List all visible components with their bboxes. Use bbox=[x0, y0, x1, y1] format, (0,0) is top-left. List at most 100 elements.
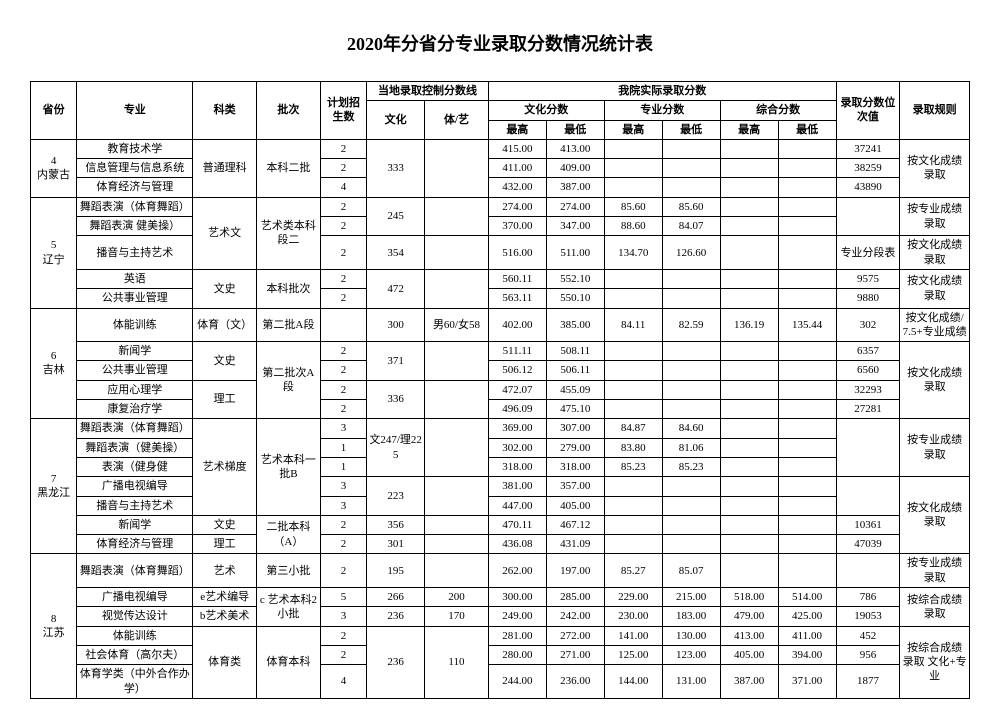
table-header: 省份 专业 科类 批次 计划招生数 当地录取控制分数线 我院实际录取分数 录取分… bbox=[31, 82, 970, 140]
table-cell: 舞蹈表演（体育舞蹈） bbox=[77, 419, 193, 438]
col-composite-score: 综合分数 bbox=[720, 101, 836, 120]
table-cell bbox=[425, 535, 489, 554]
table-cell: 理工 bbox=[193, 380, 257, 419]
table-cell: 126.60 bbox=[662, 236, 720, 270]
table-cell: 236.00 bbox=[546, 665, 604, 699]
table-row: 5辽宁舞蹈表演（体育舞蹈）艺术文艺术类本科段二2245274.00274.008… bbox=[31, 197, 970, 216]
table-cell: 43890 bbox=[836, 178, 900, 197]
table-cell bbox=[720, 477, 778, 496]
table-cell: 183.00 bbox=[662, 607, 720, 626]
table-cell bbox=[662, 380, 720, 399]
table-cell bbox=[425, 380, 489, 419]
table-cell: 按专业成绩录取 bbox=[900, 419, 970, 477]
table-row: 8江苏舞蹈表演（体育舞蹈）艺术第三小批2195262.00197.0085.27… bbox=[31, 554, 970, 588]
table-cell: 472 bbox=[367, 269, 425, 308]
table-cell: 470.11 bbox=[488, 515, 546, 534]
table-cell: 2 bbox=[320, 269, 366, 288]
table-cell bbox=[778, 419, 836, 438]
table-cell: 136.19 bbox=[720, 308, 778, 342]
table-cell bbox=[425, 477, 489, 516]
table-cell: 本科批次 bbox=[257, 269, 321, 308]
table-cell bbox=[778, 289, 836, 308]
table-cell: 550.10 bbox=[546, 289, 604, 308]
table-cell: 84.11 bbox=[604, 308, 662, 342]
table-cell: 84.87 bbox=[604, 419, 662, 438]
table-cell: 英语 bbox=[77, 269, 193, 288]
table-cell: 956 bbox=[836, 645, 900, 664]
col-low: 最低 bbox=[778, 120, 836, 139]
table-cell: 281.00 bbox=[488, 626, 546, 645]
table-cell: c 艺术本科2小批 bbox=[257, 588, 321, 627]
table-cell: 135.44 bbox=[778, 308, 836, 342]
col-culture: 文化 bbox=[367, 101, 425, 140]
table-cell: 402.00 bbox=[488, 308, 546, 342]
table-cell bbox=[720, 361, 778, 380]
table-cell: 艺术文 bbox=[193, 197, 257, 269]
table-cell: 4 bbox=[320, 178, 366, 197]
table-cell: 83.80 bbox=[604, 438, 662, 457]
table-cell: 370.00 bbox=[488, 217, 546, 236]
table-cell: 511.00 bbox=[546, 236, 604, 270]
table-row: 新闻学文史第二批次A段2371511.11508.116357按文化成绩录取 bbox=[31, 342, 970, 361]
table-cell: 体育（文） bbox=[193, 308, 257, 342]
table-row: 视觉传达设计b艺术美术3236170249.00242.00230.00183.… bbox=[31, 607, 970, 626]
table-cell: 按综合成绩录取 文化+专业 bbox=[900, 626, 970, 698]
table-cell: 405.00 bbox=[720, 645, 778, 664]
table-cell bbox=[778, 159, 836, 178]
col-our-score: 我院实际录取分数 bbox=[488, 82, 836, 101]
table-cell: 8江苏 bbox=[31, 554, 77, 698]
table-cell: 理工 bbox=[193, 535, 257, 554]
table-cell: 2 bbox=[320, 380, 366, 399]
table-cell bbox=[720, 342, 778, 361]
table-cell bbox=[425, 419, 489, 477]
table-row: 4内蒙古教育技术学普通理科本科二批2333415.00413.0037241按文… bbox=[31, 139, 970, 158]
table-cell: 播音与主持艺术 bbox=[77, 496, 193, 515]
table-cell: 9575 bbox=[836, 269, 900, 288]
table-cell bbox=[662, 139, 720, 158]
table-cell: 体育学类（中外合作办学） bbox=[77, 665, 193, 699]
table-cell: 6吉林 bbox=[31, 308, 77, 419]
page-title: 2020年分省分专业录取分数情况统计表 bbox=[30, 30, 970, 56]
table-cell: 2 bbox=[320, 159, 366, 178]
col-rank: 录取分数位次值 bbox=[836, 82, 900, 140]
table-cell bbox=[778, 197, 836, 216]
table-cell: 123.00 bbox=[662, 645, 720, 664]
table-cell: 381.00 bbox=[488, 477, 546, 496]
table-cell: 413.00 bbox=[546, 139, 604, 158]
table-cell bbox=[778, 361, 836, 380]
col-low: 最低 bbox=[546, 120, 604, 139]
table-cell: 新闻学 bbox=[77, 515, 193, 534]
table-cell: 舞蹈表演 健美操） bbox=[77, 217, 193, 236]
table-cell: 2 bbox=[320, 535, 366, 554]
col-plan: 计划招生数 bbox=[320, 82, 366, 140]
table-cell: 300.00 bbox=[488, 588, 546, 607]
table-cell: 10361 bbox=[836, 515, 900, 534]
table-row: 应用心理学理工2336472.07455.0932293 bbox=[31, 380, 970, 399]
table-cell: 131.00 bbox=[662, 665, 720, 699]
table-cell: 2 bbox=[320, 197, 366, 216]
table-cell: 110 bbox=[425, 626, 489, 698]
table-cell: 19053 bbox=[836, 607, 900, 626]
table-cell bbox=[425, 236, 489, 270]
table-cell: 1877 bbox=[836, 665, 900, 699]
table-cell: 按文化成绩录取 bbox=[900, 139, 970, 197]
table-cell: 274.00 bbox=[546, 197, 604, 216]
table-cell bbox=[662, 400, 720, 419]
table-cell: 按文化成绩录取 bbox=[900, 342, 970, 419]
table-cell: 506.12 bbox=[488, 361, 546, 380]
table-row: 舞蹈表演 健美操）2370.00347.0088.6084.07 bbox=[31, 217, 970, 236]
table-cell: 本科二批 bbox=[257, 139, 321, 197]
col-major: 专业 bbox=[77, 82, 193, 140]
table-cell: 387.00 bbox=[546, 178, 604, 197]
table-cell bbox=[604, 400, 662, 419]
table-cell: 432.00 bbox=[488, 178, 546, 197]
table-cell: 369.00 bbox=[488, 419, 546, 438]
table-cell bbox=[604, 178, 662, 197]
table-cell: 302 bbox=[836, 308, 900, 342]
table-cell bbox=[720, 515, 778, 534]
table-cell: 85.23 bbox=[662, 457, 720, 476]
table-cell: 271.00 bbox=[546, 645, 604, 664]
table-cell bbox=[778, 236, 836, 270]
table-cell: 2 bbox=[320, 645, 366, 664]
table-cell: 文史 bbox=[193, 342, 257, 381]
